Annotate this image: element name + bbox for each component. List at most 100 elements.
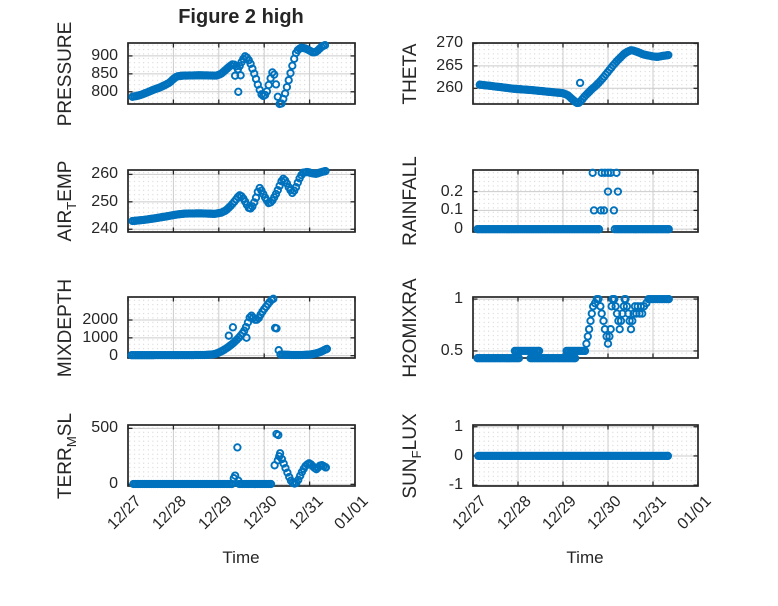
data-marker: [610, 225, 619, 234]
data-marker: [281, 463, 290, 473]
data-marker: [320, 41, 330, 50]
ytick-MIXDEPTH-0: 0: [109, 346, 118, 364]
data-marker: [283, 468, 292, 477]
data-marker: [252, 315, 262, 324]
data-marker: [322, 344, 332, 354]
ytick-RAINFALL-0.2: 0.2: [440, 182, 463, 200]
data-marker: [273, 185, 282, 195]
data-marker: [321, 166, 330, 176]
data-marker: [602, 332, 611, 341]
data-marker: [321, 463, 331, 472]
ytick-RAINFALL-0: 0: [454, 220, 463, 238]
ytick-AIR_TEMP-240: 240: [91, 220, 118, 238]
ytick-SUN_FLUX--1: -1: [448, 476, 463, 494]
data-marker: [612, 168, 621, 177]
axes-box-THETA: [472, 42, 699, 105]
series-AIR_TEMP: [128, 166, 330, 226]
data-marker: [580, 346, 590, 356]
data-marker: [594, 294, 603, 304]
data-marker: [269, 294, 278, 303]
data-marker: [664, 294, 673, 304]
data-marker: [624, 309, 633, 318]
ytick-THETA-260: 260: [436, 79, 463, 97]
data-marker: [275, 452, 284, 461]
figure-window: { "title": "Figure 2 high", "xlabel": "T…: [55, 6, 715, 567]
data-marker: [275, 181, 284, 190]
data-marker: [255, 85, 264, 94]
data-marker: [603, 168, 613, 177]
data-marker: [625, 316, 634, 326]
data-marker: [233, 443, 242, 452]
series-THETA: [475, 46, 673, 108]
ytick-PRESSURE-800: 800: [91, 82, 118, 100]
ytick-SUN_FLUX-1: 1: [454, 417, 463, 435]
subplot-AIR_TEMP: [127, 166, 356, 233]
data-marker: [236, 71, 245, 80]
data-marker: [284, 76, 293, 85]
data-marker: [279, 459, 288, 468]
data-marker: [612, 309, 622, 318]
subplot-H2OMIXRA: [472, 294, 699, 363]
data-marker: [228, 323, 238, 332]
data-marker: [288, 61, 297, 70]
subplot-THETA: [472, 42, 699, 108]
data-marker: [603, 187, 613, 196]
data-marker: [594, 225, 604, 234]
data-marker: [234, 87, 243, 96]
ylabel-text: LUX: [400, 412, 421, 450]
data-marker: [615, 325, 624, 334]
ytick-H2OMIXRA-1: 1: [454, 290, 463, 308]
ytick-PRESSURE-850: 850: [91, 64, 118, 82]
data-marker: [664, 50, 673, 60]
minor-grid-RAINFALL: [473, 170, 698, 232]
data-marker: [266, 479, 276, 489]
data-marker: [272, 324, 281, 333]
ytick-AIR_TEMP-250: 250: [91, 192, 118, 210]
data-marker: [626, 325, 636, 334]
ylabel-text: TERR: [55, 446, 76, 499]
data-marker: [621, 294, 630, 304]
data-marker: [270, 70, 279, 79]
data-marker: [622, 302, 632, 311]
data-marker: [583, 332, 592, 341]
data-marker: [596, 302, 605, 311]
subplot-RAINFALL: [472, 168, 699, 234]
data-marker: [294, 475, 303, 484]
subplot-PRESSURE: [127, 41, 356, 109]
data-marker: [599, 316, 608, 326]
xlabel-left-time: Time: [222, 548, 260, 567]
data-marker: [628, 316, 637, 326]
minor-grid-MIXDEPTH: [128, 297, 355, 358]
data-marker: [242, 333, 251, 342]
ytick-RAINFALL-0.1: 0.1: [440, 201, 463, 219]
data-marker: [234, 476, 243, 485]
minor-grid-TERR_MSL: [128, 425, 355, 486]
data-marker: [584, 325, 594, 334]
axes-box-SUN_FLUX: [472, 424, 699, 487]
xlabel-right-time: Time: [566, 548, 604, 567]
data-marker: [616, 316, 626, 326]
ytick-H2OMIXRA-0.5: 0.5: [440, 341, 463, 359]
figure-title: Figure 2 high: [178, 6, 304, 28]
data-marker: [664, 225, 673, 234]
series-MIXDEPTH: [127, 294, 332, 360]
ytick-THETA-270: 270: [436, 34, 463, 52]
data-marker: [575, 78, 585, 88]
data-marker: [635, 309, 644, 318]
ylabel-subscript: M: [63, 435, 79, 447]
subplot-SUN_FLUX: [472, 424, 699, 487]
ytick-TERR_MSL-500: 500: [91, 419, 118, 437]
data-marker: [611, 302, 620, 311]
data-marker: [606, 325, 615, 334]
data-marker: [271, 80, 281, 89]
data-marker: [638, 309, 647, 318]
ytick-SUN_FLUX-0: 0: [454, 446, 463, 464]
data-marker: [224, 331, 233, 340]
data-marker: [286, 68, 295, 78]
ytick-MIXDEPTH-2000: 2000: [82, 311, 118, 328]
data-marker: [609, 206, 619, 215]
data-marker: [597, 309, 606, 318]
ytick-MIXDEPTH-1000: 1000: [82, 328, 118, 346]
axes-box-MIXDEPTH: [127, 296, 356, 359]
data-marker: [603, 339, 613, 348]
